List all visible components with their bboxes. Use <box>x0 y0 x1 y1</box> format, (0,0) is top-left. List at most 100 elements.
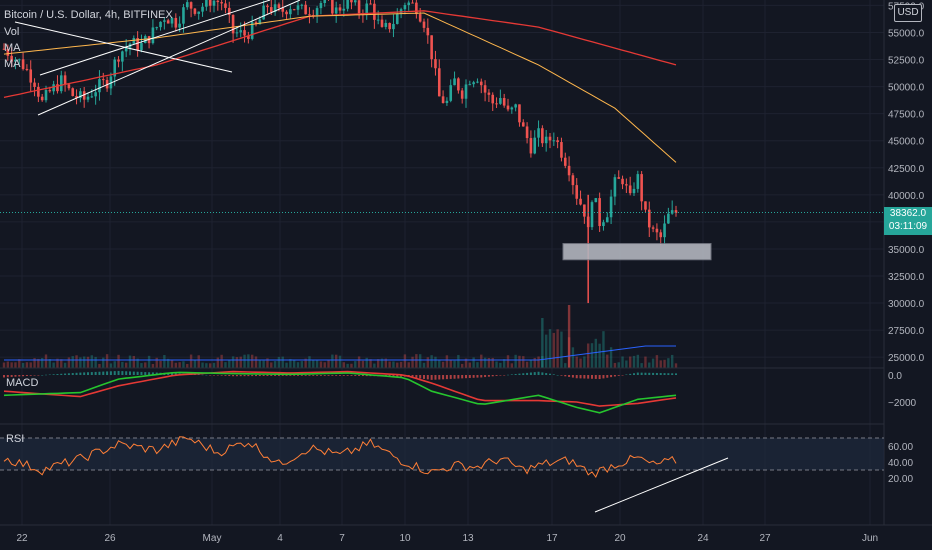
candle-body <box>426 27 430 36</box>
volume-bar <box>231 356 235 368</box>
volume-bar <box>182 361 185 368</box>
volume-bar <box>315 359 319 368</box>
candle-body <box>407 2 411 6</box>
volume-bar <box>48 358 52 368</box>
candle-body <box>625 184 628 186</box>
macd-histogram-bar <box>644 372 647 375</box>
macd-histogram-bar <box>197 374 200 376</box>
macd-histogram-bar <box>449 375 452 379</box>
macd-histogram-bar <box>675 373 677 375</box>
ma-indicator-label-2[interactable]: MA <box>4 58 21 70</box>
candle-body <box>357 0 361 14</box>
volume-bar <box>289 358 292 368</box>
macd-histogram-bar <box>423 375 425 379</box>
macd-histogram-bar <box>594 375 597 379</box>
volume-bar <box>75 355 78 368</box>
macd-histogram-bar <box>228 375 231 377</box>
macd-histogram-bar <box>129 371 131 375</box>
time-tick-label: 17 <box>546 533 558 544</box>
macd-histogram-bar <box>556 375 559 376</box>
candle-body <box>613 177 617 197</box>
volume-bar <box>128 355 132 368</box>
candle-body <box>373 3 376 20</box>
macd-histogram-bar <box>339 375 341 376</box>
volume-bar <box>197 355 200 368</box>
volume-bar <box>464 358 468 368</box>
candle-body <box>140 43 143 50</box>
candle-body <box>552 140 556 142</box>
macd-histogram-bar <box>25 375 28 376</box>
candle-body <box>266 5 269 8</box>
candle-body <box>476 81 479 83</box>
macd-histogram-bar <box>125 371 128 375</box>
volume-bar <box>418 354 422 368</box>
candle-body <box>44 90 48 101</box>
volume-bar <box>422 362 426 368</box>
candle-body <box>10 55 13 62</box>
macd-histogram-bar <box>602 375 605 379</box>
volume-bar <box>346 363 349 368</box>
volume-bar <box>449 360 452 368</box>
candle-body <box>510 107 514 110</box>
macd-histogram-bar <box>591 375 593 379</box>
macd-histogram-bar <box>442 375 445 380</box>
volume-bar <box>82 356 86 368</box>
candle-body <box>71 88 75 96</box>
macd-histogram-bar <box>136 371 139 375</box>
price-tick-label: 47500.0 <box>888 110 925 121</box>
macd-histogram-bar <box>342 375 345 376</box>
candle-body <box>548 136 552 141</box>
macd-histogram-bar <box>45 374 47 376</box>
volume-bar <box>430 355 433 368</box>
candle-body <box>304 4 307 15</box>
candle-body <box>98 79 101 93</box>
candle-body <box>48 90 52 92</box>
macd-histogram-bar <box>71 373 74 375</box>
macd-line <box>3 371 677 414</box>
candle-body <box>331 0 334 14</box>
volume-bar <box>216 357 220 368</box>
volume-indicator-label[interactable]: Vol <box>4 26 20 38</box>
candle-body <box>632 188 636 194</box>
volume-bar <box>342 362 346 368</box>
volume-bar <box>208 363 212 368</box>
candle-body <box>224 3 227 8</box>
candles <box>2 0 678 246</box>
macd-histogram-bar <box>487 375 490 377</box>
macd-histogram-bar <box>29 375 32 376</box>
volume-bar <box>220 354 223 368</box>
macd-histogram-bar <box>667 373 670 375</box>
candle-body <box>449 85 453 101</box>
bar-countdown: 03:11:09 <box>888 221 928 232</box>
volume-bar <box>376 359 380 368</box>
macd-histogram-bar <box>354 375 357 376</box>
macd-histogram-bar <box>659 373 662 375</box>
candle-body <box>21 59 25 69</box>
candle-body <box>411 2 414 4</box>
volume-bar <box>426 357 430 368</box>
macd-histogram-bar <box>48 374 51 376</box>
rsi-trendline <box>594 457 729 513</box>
ma-indicator-label[interactable]: MA <box>4 42 21 54</box>
candle-body <box>502 98 506 106</box>
volume-bar <box>327 359 330 368</box>
macd-histogram-bar <box>67 373 70 375</box>
currency-button[interactable]: USD <box>894 4 922 22</box>
candle-body <box>453 78 456 86</box>
macd-histogram-bar <box>171 373 173 375</box>
price-tick-label: 40000.0 <box>888 191 925 202</box>
rsi-pane-label: RSI <box>6 433 25 445</box>
volume-bar <box>174 362 178 368</box>
macd-histogram-bar <box>167 373 170 375</box>
macd-histogram-bar <box>255 375 257 377</box>
candle-body <box>445 100 449 103</box>
volume-bar <box>10 362 13 368</box>
volume-bar <box>537 356 540 368</box>
volume-bar <box>250 354 254 368</box>
candle-body <box>323 0 327 4</box>
volume-bar <box>102 357 105 368</box>
volume-bar <box>281 356 284 368</box>
macd-histogram-bar <box>640 372 643 375</box>
candle-body <box>567 165 571 176</box>
